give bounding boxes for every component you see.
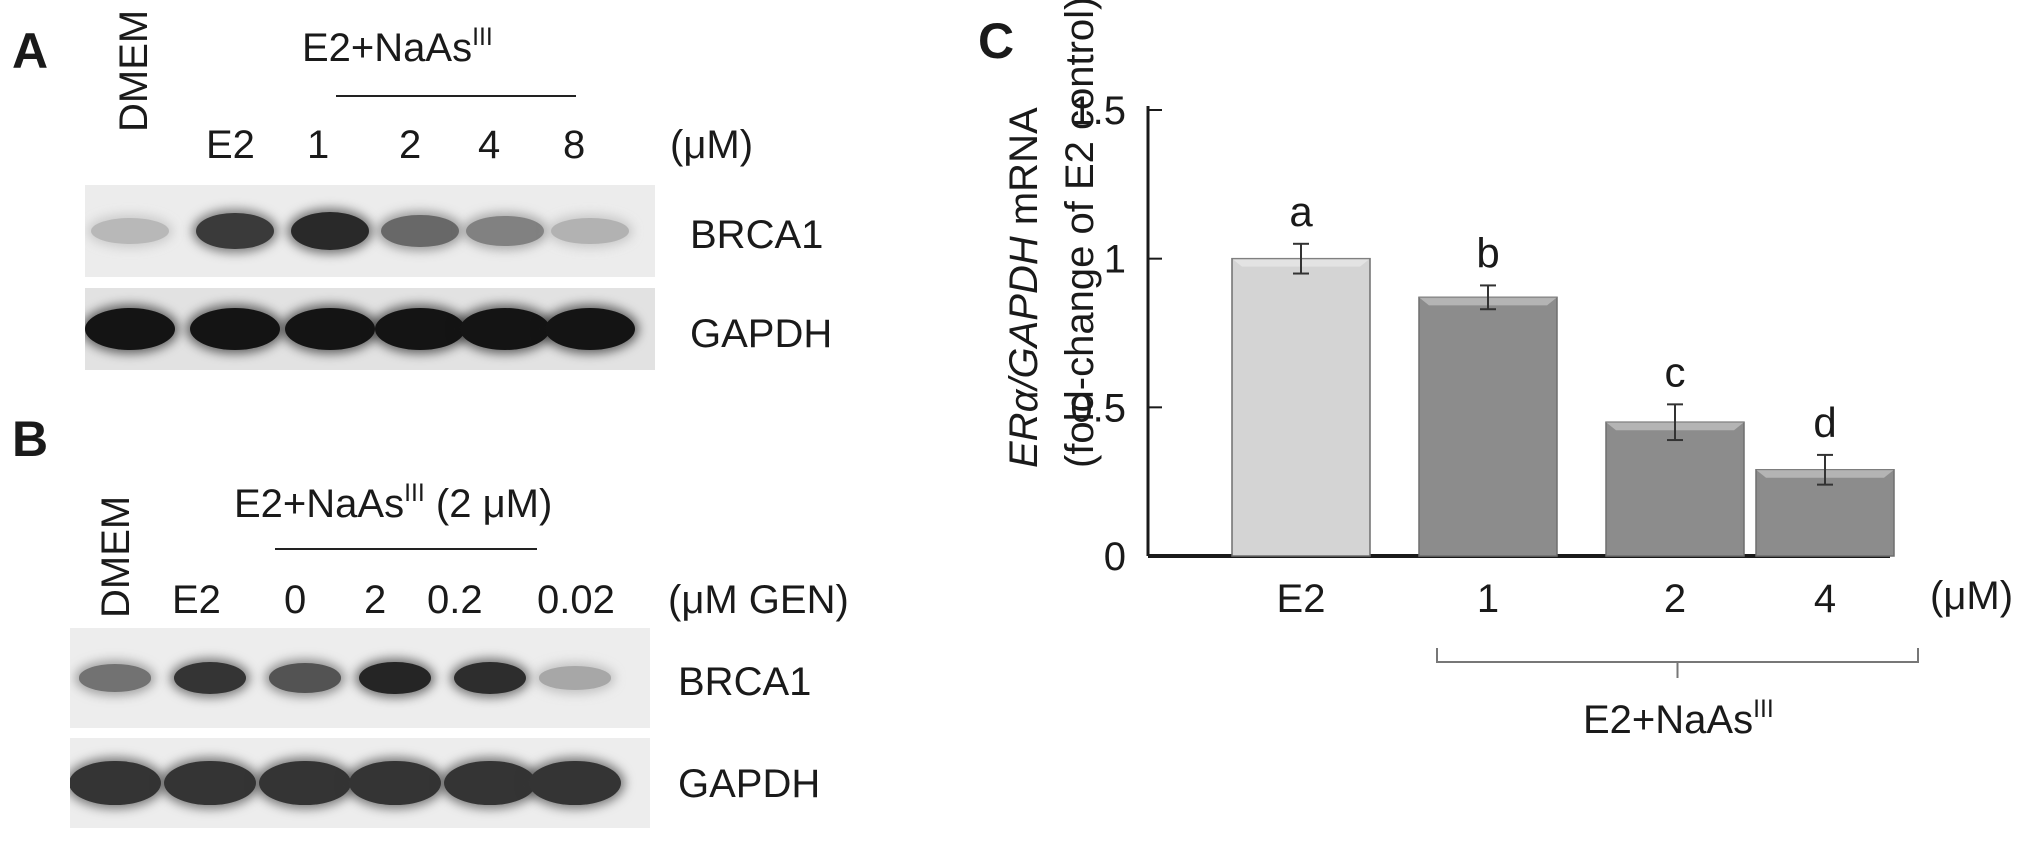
- y-tick-label: 1: [1104, 238, 1126, 282]
- x-unit-label: (μM): [1930, 574, 2014, 618]
- blot-band: [190, 308, 280, 350]
- lane-label-2-b: 2: [364, 578, 387, 622]
- blot-band: [381, 214, 459, 248]
- blot-band: [70, 760, 161, 806]
- lane-label-e2-b: E2: [172, 578, 221, 622]
- significance-letter: d: [1813, 399, 1836, 446]
- blot-band: [529, 760, 621, 806]
- x-tick-label: 2: [1664, 577, 1686, 621]
- lane-label-2-a: 2: [399, 123, 422, 167]
- x-tick-label: E2: [1277, 577, 1326, 621]
- blot-band: [444, 760, 536, 806]
- blot-band: [460, 308, 550, 350]
- x-tick-label: 4: [1814, 577, 1836, 621]
- band-label-gapdh-b: GAPDH: [678, 762, 821, 806]
- blot-band: [359, 661, 431, 695]
- x-tick-label: 1: [1477, 577, 1499, 621]
- lane-label-0-b: 0: [284, 578, 307, 622]
- blot-band: [375, 308, 465, 350]
- western-blot-brca1-b: [70, 628, 650, 728]
- lane-label-1-a: 1: [307, 123, 330, 167]
- lane-label-8-a: 8: [563, 123, 586, 167]
- group-label-b: E2+NaAsIII (2 μM): [234, 479, 553, 526]
- blot-band: [259, 760, 351, 806]
- panel-a-letter: A: [12, 23, 49, 79]
- y-tick-label: 1.5: [1070, 89, 1126, 133]
- significance-letter: a: [1289, 188, 1313, 235]
- bar: [1418, 296, 1558, 557]
- lane-label-4-a: 4: [478, 123, 501, 167]
- western-blot-gapdh-a: [85, 288, 655, 370]
- lane-label-0-02-b: 0.02: [537, 578, 615, 622]
- y-tick-label: 0: [1104, 535, 1126, 579]
- blot-band: [466, 215, 544, 247]
- group-line-b: [275, 548, 537, 550]
- blot-band: [454, 661, 526, 695]
- significance-letter: c: [1665, 348, 1686, 395]
- blot-band: [164, 760, 256, 806]
- blot-band: [291, 211, 369, 251]
- blot-band: [79, 664, 151, 692]
- group-label-a: E2+NaAsIII: [302, 23, 493, 70]
- band-label-gapdh-a: GAPDH: [690, 312, 833, 356]
- unit-label-b: (μM GEN): [668, 578, 849, 622]
- group-bracket: [1436, 648, 1919, 678]
- blot-band: [551, 217, 629, 245]
- significance-letter: b: [1476, 229, 1499, 276]
- western-blot-gapdh-b: [70, 738, 650, 828]
- band-label-brca1-b: BRCA1: [678, 660, 812, 704]
- lane-label-0-2-b: 0.2: [427, 578, 483, 622]
- lane-label-e2-a: E2: [206, 123, 255, 167]
- group-line-a: [336, 95, 576, 97]
- panel-c-letter: C: [978, 13, 1015, 69]
- panel-b-letter: B: [12, 411, 49, 467]
- blot-band: [285, 308, 375, 350]
- blot-band: [349, 760, 441, 806]
- bar: [1755, 469, 1895, 557]
- blot-band: [85, 308, 175, 350]
- blot-band: [91, 218, 169, 244]
- blot-band: [539, 666, 611, 690]
- band-label-brca1-a: BRCA1: [690, 213, 824, 257]
- blot-band: [174, 662, 246, 694]
- blot-band: [545, 308, 635, 350]
- bar: [1605, 421, 1745, 557]
- group-label-c: E2+NaAsIII: [1583, 695, 1774, 742]
- unit-label-a: (μM): [670, 123, 754, 167]
- y-tick-label: 0.5: [1070, 386, 1126, 430]
- blot-band: [269, 663, 341, 693]
- western-blot-brca1-a: [85, 185, 655, 277]
- bar: [1231, 257, 1371, 557]
- blot-band: [196, 212, 274, 250]
